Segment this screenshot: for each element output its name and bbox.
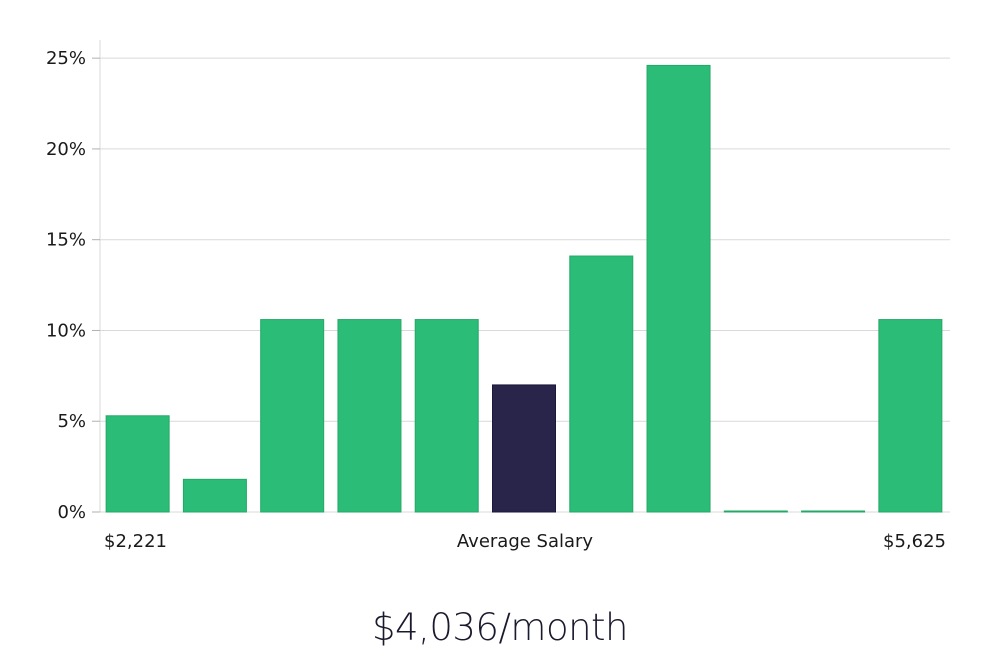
salary-histogram: 0% 5% 10% 15% 20% 25% $2,221 Average Salary $… (46, 40, 950, 552)
bar (801, 510, 866, 513)
bar (723, 510, 788, 513)
y-tick-label: 5% (57, 411, 86, 432)
x-label-max: $5,625 (883, 531, 946, 552)
y-axis (92, 40, 101, 513)
bar (182, 478, 247, 513)
bar (337, 319, 402, 513)
bar-average (492, 384, 556, 513)
bar (569, 255, 634, 513)
y-tick-labels: 0% 5% 10% 15% 20% 25% (46, 48, 86, 523)
bar (260, 319, 325, 513)
bar (646, 64, 711, 513)
y-tick-label: 20% (46, 139, 86, 160)
bar (414, 319, 479, 513)
y-tick-label: 10% (46, 320, 86, 341)
bar (105, 415, 170, 513)
x-label-average: Average Salary (457, 531, 594, 552)
bars (105, 64, 943, 513)
average-salary-value: $4,036/month (371, 606, 629, 649)
x-label-min: $2,221 (104, 531, 167, 552)
y-tick-label: 0% (57, 502, 86, 523)
y-tick-label: 25% (46, 48, 86, 69)
y-tick-label: 15% (46, 230, 86, 251)
bar (878, 319, 943, 513)
